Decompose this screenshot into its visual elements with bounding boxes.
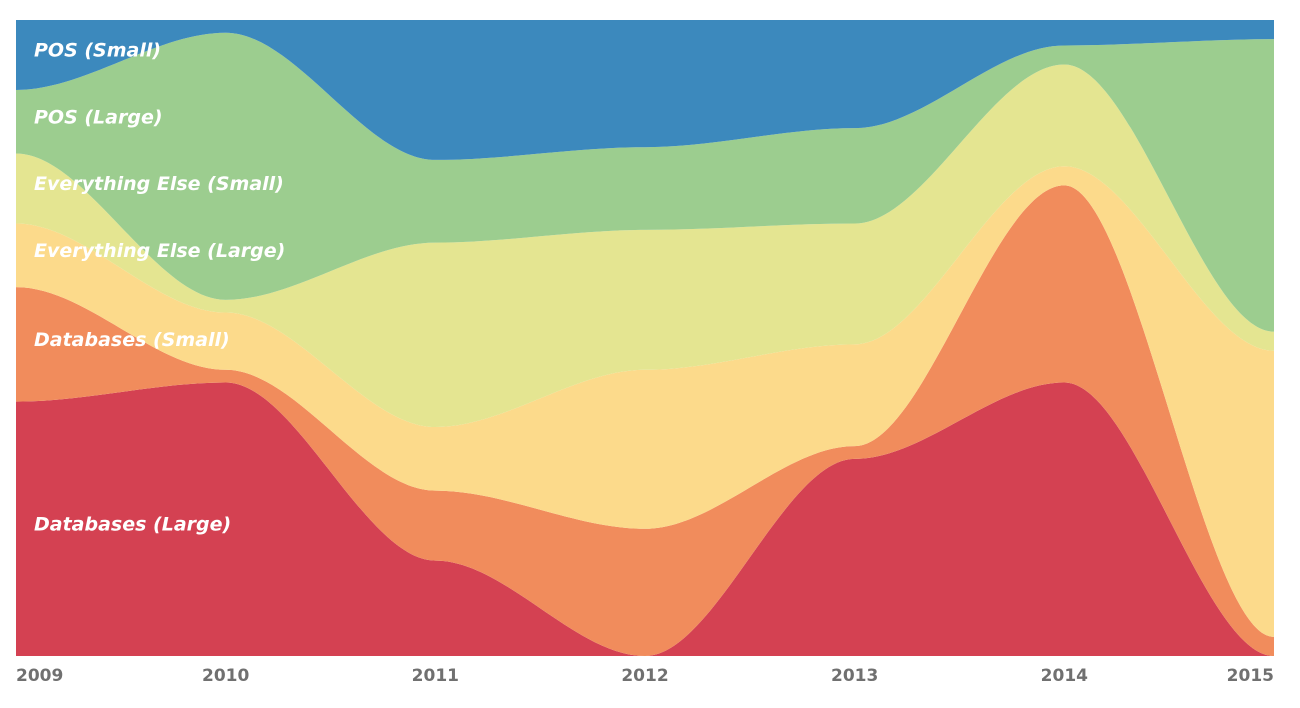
x-tick-label: 2010 [202, 666, 249, 686]
area [16, 382, 1274, 656]
x-tick-label: 2013 [831, 666, 878, 686]
series-label: Everything Else (Large) [34, 240, 285, 262]
area [16, 20, 1274, 160]
series-label: POS (Small) [34, 39, 161, 61]
x-tick-label: 2014 [1041, 666, 1088, 686]
area [16, 166, 1274, 637]
series-label: POS (Large) [34, 106, 163, 128]
area [16, 32, 1274, 332]
x-tick-label: 2009 [16, 666, 63, 686]
x-tick-label: 2011 [412, 666, 459, 686]
x-tick-label: 2015 [1227, 666, 1274, 686]
series-label: Everything Else (Small) [34, 173, 284, 195]
series-label: Databases (Large) [34, 513, 231, 535]
series-label: Databases (Small) [34, 329, 230, 351]
area [16, 185, 1274, 657]
x-tick-label: 2012 [621, 666, 668, 686]
area [16, 64, 1274, 428]
